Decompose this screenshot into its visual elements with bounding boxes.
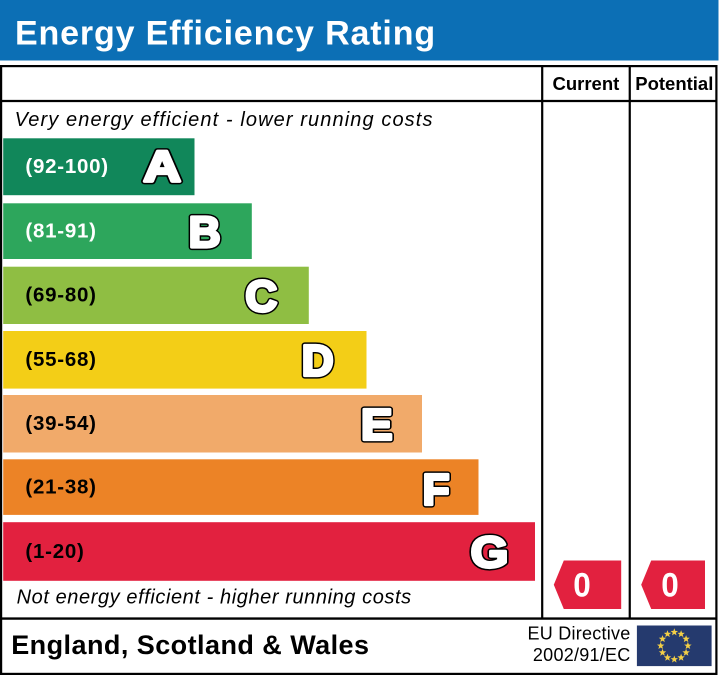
svg-text:Energy Efficiency Rating: Energy Efficiency Rating: [15, 15, 436, 53]
svg-text:(39-54): (39-54): [25, 412, 96, 435]
svg-text:Not energy efficient - higher: Not energy efficient - higher running co…: [17, 587, 412, 609]
svg-text:A: A: [143, 142, 181, 191]
svg-text:D: D: [302, 337, 334, 386]
svg-text:2002/91/EC: 2002/91/EC: [533, 645, 631, 665]
svg-text:F: F: [423, 465, 450, 514]
svg-text:England, Scotland & Wales: England, Scotland & Wales: [11, 630, 369, 660]
svg-text:G: G: [471, 528, 509, 577]
svg-text:G: G: [471, 528, 509, 577]
svg-text:(92-100): (92-100): [25, 155, 109, 178]
svg-text:D: D: [302, 337, 334, 386]
svg-text:(69-80): (69-80): [25, 284, 96, 307]
svg-text:0: 0: [573, 567, 591, 605]
svg-text:B: B: [189, 208, 221, 257]
svg-text:E: E: [361, 401, 393, 450]
svg-text:(21-38): (21-38): [25, 475, 96, 498]
svg-text:Current: Current: [552, 73, 619, 94]
svg-text:(55-68): (55-68): [25, 348, 96, 371]
svg-text:0: 0: [661, 567, 679, 605]
svg-text:A: A: [143, 142, 181, 191]
svg-text:(81-91): (81-91): [25, 219, 96, 242]
svg-text:F: F: [423, 465, 450, 514]
svg-text:(1-20): (1-20): [25, 540, 84, 563]
svg-text:B: B: [189, 208, 221, 257]
svg-text:C: C: [245, 272, 277, 321]
svg-text:Potential: Potential: [635, 73, 713, 94]
svg-text:EU Directive: EU Directive: [527, 624, 630, 644]
svg-text:Very energy efficient - lower: Very energy efficient - lower running co…: [15, 109, 434, 131]
svg-text:C: C: [245, 272, 277, 321]
svg-text:E: E: [361, 401, 393, 450]
